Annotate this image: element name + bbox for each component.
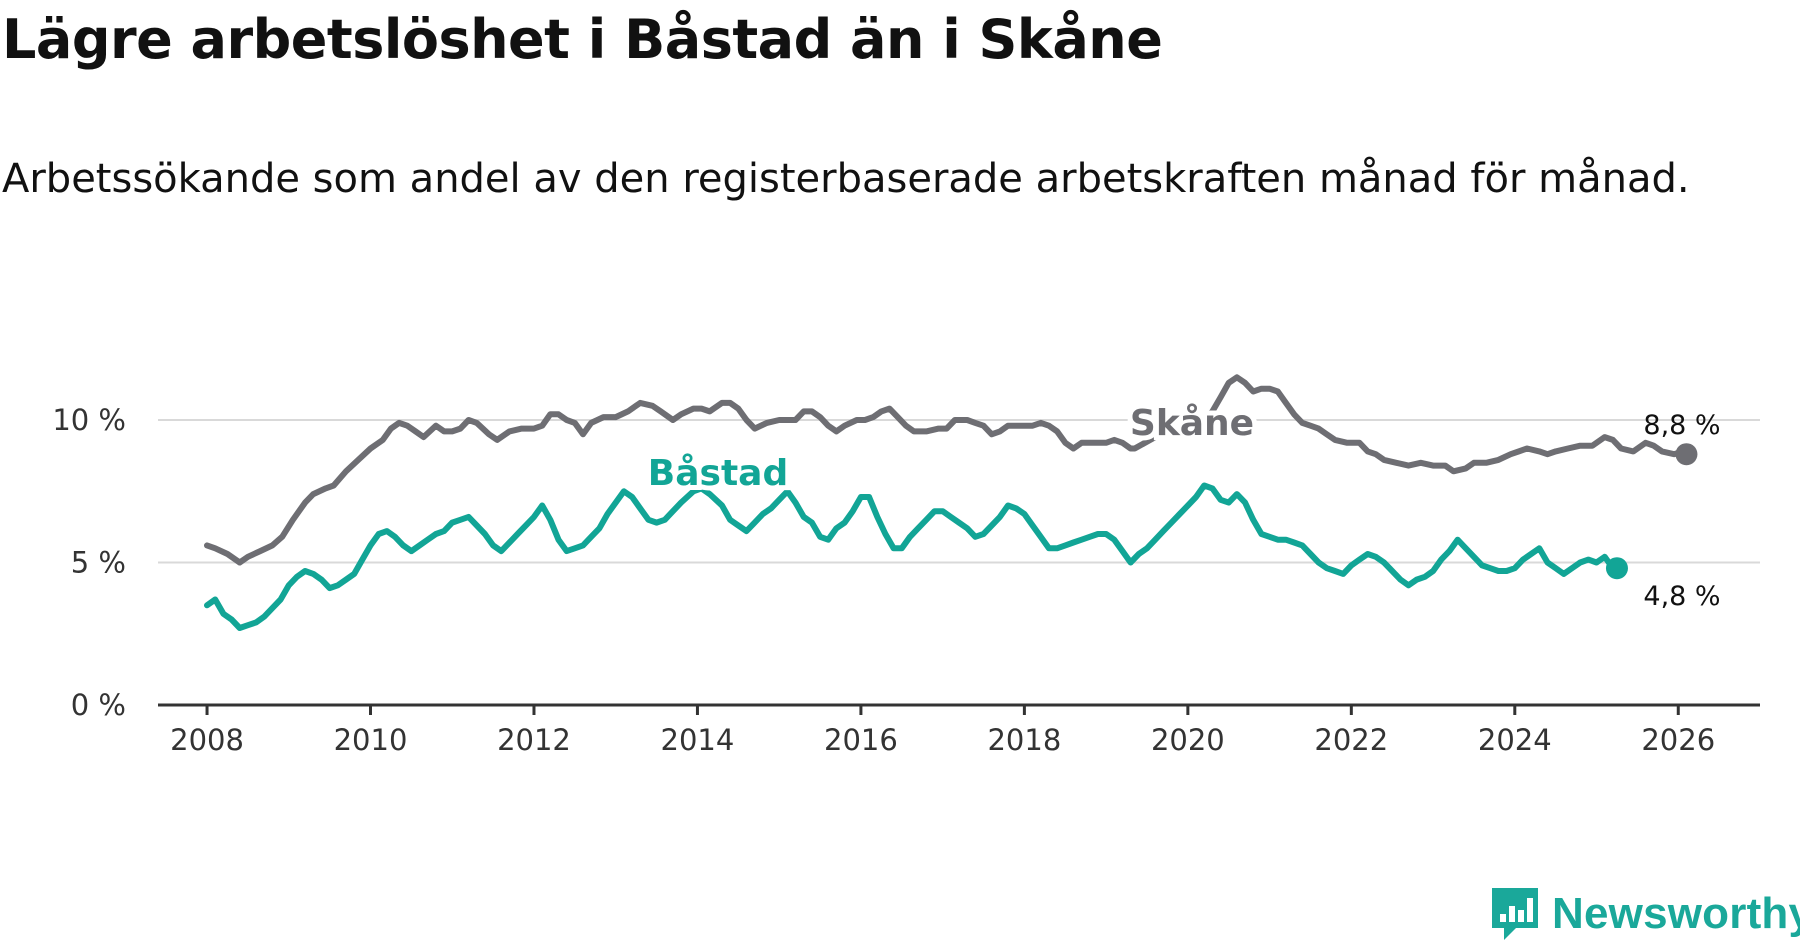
x-tick-label: 2026: [1641, 723, 1715, 757]
y-tick-label: 5 %: [71, 546, 126, 580]
series-labels: Skåne Båstad 8,8 % 4,8 %: [643, 398, 1721, 612]
end-value-bastad: 4,8 %: [1643, 581, 1720, 612]
y-axis: 0 % 5 % 10 %: [52, 403, 126, 722]
x-tick-label: 2022: [1314, 723, 1388, 757]
end-value-skane: 8,8 %: [1643, 410, 1720, 441]
x-tick-label: 2020: [1151, 723, 1225, 757]
newsworthy-logo-icon: [1492, 888, 1538, 940]
x-tick-label: 2008: [170, 723, 244, 757]
x-tick-label: 2012: [497, 723, 571, 757]
chart-subtitle: Arbetssökande som andel av den registerb…: [2, 156, 1690, 202]
series-label-bastad: Båstad: [648, 453, 788, 494]
series-label-skane: Skåne: [1130, 403, 1254, 444]
x-tick-label: 2024: [1478, 723, 1552, 757]
x-tick-label: 2010: [334, 723, 408, 757]
series-line-skane: [204, 374, 1690, 566]
end-point-skane: [1675, 443, 1698, 466]
y-tick-label: 0 %: [71, 688, 126, 722]
y-tick-label: 10 %: [52, 403, 126, 437]
newsworthy-logo-text: Newsworthy: [1552, 889, 1800, 938]
end-point-bastad: [1605, 557, 1628, 580]
newsworthy-logo: Newsworthy: [1490, 886, 1800, 942]
x-axis: 2008 2010 2012 2014 2016 2018 2020 2022 2024 2026: [158, 703, 1760, 757]
chart-title: Lägre arbetslöshet i Båstad än i Skåne: [2, 8, 1163, 71]
x-tick-label: 2018: [987, 723, 1061, 757]
x-tick-label: 2016: [824, 723, 898, 757]
x-tick-label: 2014: [661, 723, 735, 757]
series-line-bastad: [204, 482, 1620, 631]
series-lines: [204, 374, 1698, 631]
